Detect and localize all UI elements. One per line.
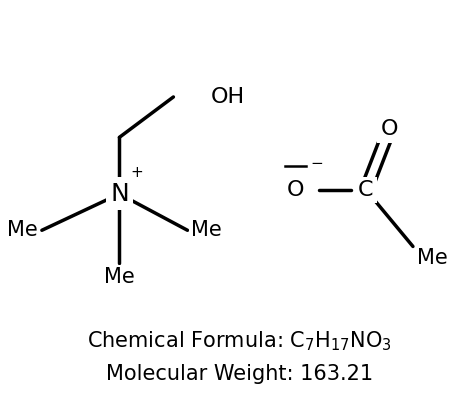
Text: +: +	[131, 165, 144, 181]
Text: O: O	[287, 180, 304, 200]
Text: Me: Me	[191, 220, 222, 240]
Text: Molecular Weight: 163.21: Molecular Weight: 163.21	[106, 364, 373, 384]
Text: Me: Me	[104, 267, 135, 287]
Text: Me: Me	[8, 220, 38, 240]
Text: OH: OH	[211, 87, 245, 107]
Text: −: −	[310, 156, 323, 171]
Text: C: C	[358, 180, 374, 200]
Text: Me: Me	[417, 248, 447, 269]
Text: N: N	[110, 182, 129, 206]
Text: Chemical Formula: C$_7$H$_{17}$NO$_3$: Chemical Formula: C$_7$H$_{17}$NO$_3$	[87, 330, 392, 353]
Text: O: O	[381, 119, 398, 139]
